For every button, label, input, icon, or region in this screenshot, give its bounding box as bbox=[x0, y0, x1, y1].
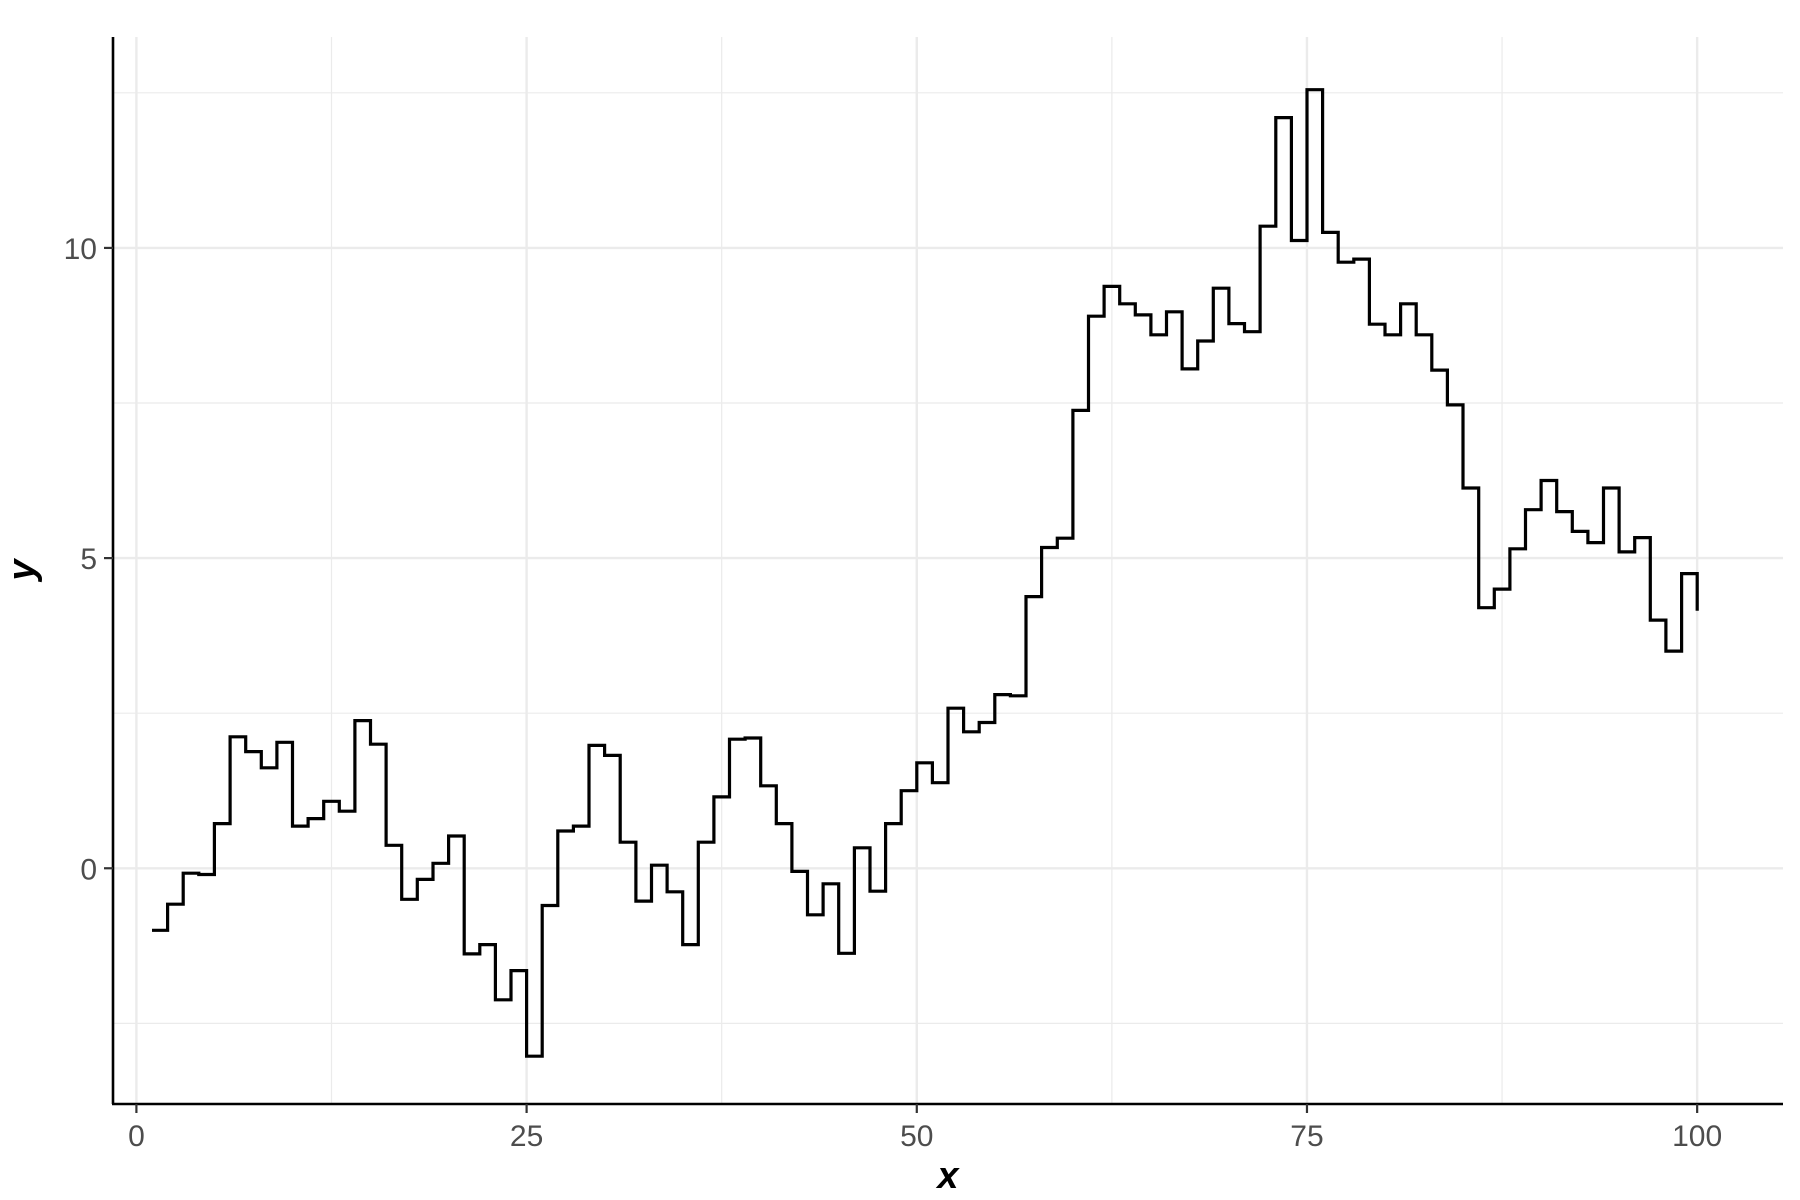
y-tick-label: 10 bbox=[64, 233, 97, 266]
x-tick-label: 100 bbox=[1672, 1120, 1722, 1153]
y-axis-title: y bbox=[1, 558, 43, 583]
series-line bbox=[152, 88, 1699, 1058]
y-tick-label: 0 bbox=[80, 853, 97, 886]
y-axis-ticks: 0 5 10 bbox=[64, 233, 113, 886]
x-tick-label: 25 bbox=[510, 1120, 543, 1153]
x-tick-label: 50 bbox=[900, 1120, 933, 1153]
axes bbox=[111, 37, 1783, 1106]
x-axis-title: x bbox=[935, 1155, 960, 1197]
x-tick-label: 75 bbox=[1290, 1120, 1323, 1153]
x-tick-label: 0 bbox=[128, 1120, 145, 1153]
y-tick-label: 5 bbox=[80, 543, 97, 576]
x-axis-ticks: 0 25 50 75 100 bbox=[128, 1104, 1722, 1153]
